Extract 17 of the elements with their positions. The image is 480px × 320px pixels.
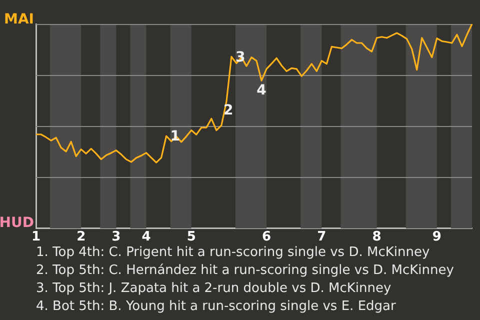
annotation: 2: [224, 102, 234, 118]
x-tick-label: 1: [31, 230, 41, 245]
x-tick-label: 6: [262, 230, 272, 245]
x-tick-label: 4: [142, 230, 151, 245]
x-tick-label: 9: [432, 230, 442, 245]
text: MAI: [4, 12, 34, 28]
x-tick-label: 3: [112, 230, 121, 245]
x-tick-label: 2: [76, 230, 86, 245]
annotation: 4: [256, 82, 267, 98]
text: 4. Bot 5th: B. Young hit a run-scoring single vs E. Edgar: [36, 298, 397, 316]
text: HUD: [0, 215, 34, 232]
text: 2. Top 5th: C. Hernández hit a run-scoring single vs D. McKinney: [36, 262, 454, 280]
x-tick-label: 8: [372, 230, 382, 245]
x-tick-label: 5: [186, 230, 196, 245]
x-tick-label: 7: [317, 230, 326, 245]
text: 1. Top 4th: C. Prigent hit a run-scoring single vs D. McKinney: [36, 244, 431, 262]
text: 3. Top 5th: J. Zapata hit a 2-run double vs D. McKinney: [36, 280, 392, 298]
